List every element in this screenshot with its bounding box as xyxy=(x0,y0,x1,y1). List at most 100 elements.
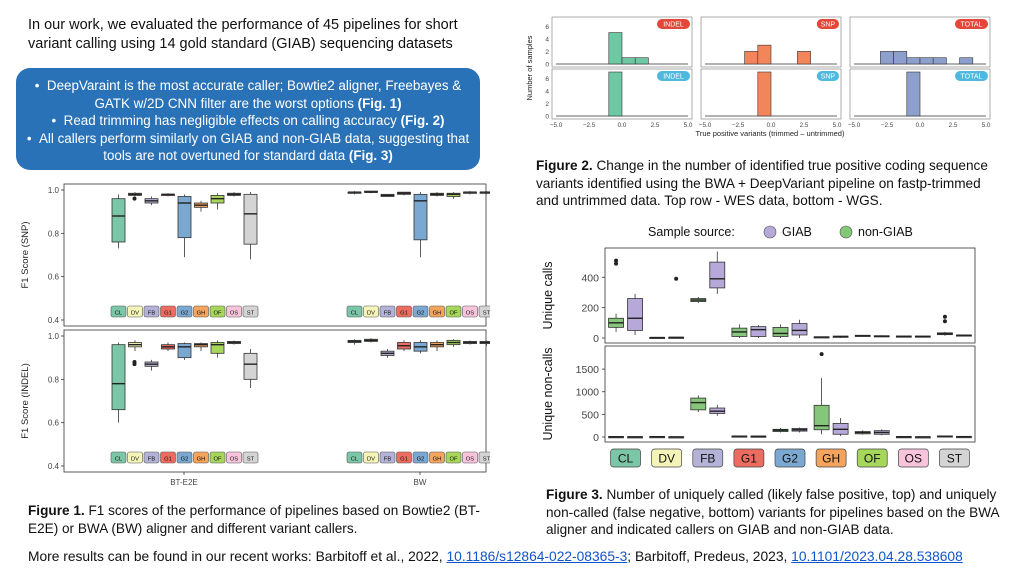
caller-tag xyxy=(396,451,412,464)
footer-text: More results can be found in our recent … xyxy=(28,549,447,564)
y-tick-label: 0 xyxy=(545,62,549,69)
panel-frame xyxy=(63,329,487,473)
legend-swatch-nongiab xyxy=(839,225,853,239)
y-tick-label: 0.6 xyxy=(48,419,60,428)
y-tick-label: 1500 xyxy=(576,364,600,376)
caller-tag xyxy=(610,448,641,468)
caption-text: Number of uniquely called (likely false … xyxy=(546,487,999,537)
y-tick-label: 400 xyxy=(581,272,599,284)
caller-tag xyxy=(143,451,160,464)
caller-tag-label: OF xyxy=(213,457,222,463)
outlier-point xyxy=(132,362,137,367)
caller-tag xyxy=(429,451,445,464)
caller-tag xyxy=(478,305,490,318)
outlier-point xyxy=(942,314,947,319)
x-axis-label: True positive variants (trimmed – untrim… xyxy=(696,129,845,138)
histogram-bar xyxy=(757,71,772,117)
x-tick-label: 5.0 xyxy=(684,122,693,129)
x-tick-label: 0.0 xyxy=(618,122,627,129)
x-tick-label: 2.5 xyxy=(949,122,958,129)
outlier-point xyxy=(132,196,137,201)
y-tick-label: 2 xyxy=(545,101,549,108)
caller-tag-label: FB xyxy=(384,311,392,317)
y-tick-label: 6 xyxy=(545,24,549,31)
panel-badge-label: SNP xyxy=(821,22,836,29)
giab-box-G1-box xyxy=(750,326,767,337)
histogram-bar xyxy=(906,71,921,117)
non-giab-box-GH-box xyxy=(813,404,830,431)
caller-tag xyxy=(445,451,462,464)
key-findings-box: • DeepVaraint is the most accurate calle… xyxy=(16,68,480,170)
y-axis-label: Unique non-calls xyxy=(541,347,555,440)
figure-reference: (Fig. 3) xyxy=(348,148,393,163)
panel-badge-label: SNP xyxy=(821,74,836,81)
caller-tag xyxy=(445,305,462,318)
caller-tag-label: OS xyxy=(905,452,922,466)
caller-tag-label: CL xyxy=(115,311,123,317)
histogram-bar xyxy=(608,71,623,117)
caller-tag-label: FB xyxy=(148,311,156,317)
panel-frame xyxy=(604,345,976,443)
panel-badge-label: INDEL xyxy=(663,22,684,29)
y-tick-label: 0 xyxy=(593,333,599,345)
x-tick-label: −5.0 xyxy=(699,122,712,129)
y-tick-label: 0.6 xyxy=(48,273,60,282)
caller-tag-label: CL xyxy=(618,452,634,466)
doi-link-2022[interactable]: 10.1186/s12864-022-08365-3 xyxy=(446,549,628,564)
intro-text: In our work, we evaluated the performanc… xyxy=(28,17,458,52)
figure-1-caption: Figure 1. F1 scores of the performance o… xyxy=(28,502,488,537)
histogram-bar xyxy=(608,32,623,65)
panel-badge xyxy=(955,71,988,81)
finding-text: DeepVaraint is the most accurate caller;… xyxy=(46,78,462,111)
caller-tag-label: ST xyxy=(247,311,255,317)
y-tick-label: 1.0 xyxy=(48,332,60,341)
bullet-marker: • xyxy=(26,130,32,146)
panel-badge xyxy=(955,19,988,29)
caller-tag xyxy=(462,305,478,318)
caller-tag-label: DV xyxy=(131,457,139,463)
caller-tag-label: CL xyxy=(351,457,359,463)
caller-tag xyxy=(856,448,888,468)
doi-link-2023[interactable]: 10.1101/2023.04.28.538608 xyxy=(791,549,963,564)
histogram-bar xyxy=(959,57,974,65)
caller-tag-label: GH xyxy=(197,311,206,317)
caller-tag xyxy=(939,448,970,468)
x-tick-label: 2.5 xyxy=(651,122,660,129)
caller-tag xyxy=(209,451,226,464)
caller-tag-label: OF xyxy=(449,311,458,317)
bullet-marker: • xyxy=(34,78,40,93)
caller-tag xyxy=(774,448,806,468)
legend-item-giab: GIAB xyxy=(782,225,812,239)
histogram-bar xyxy=(744,51,759,65)
caller-tag-label: DV xyxy=(367,457,375,463)
f1-box-BT-E2E-ST-box xyxy=(243,193,258,245)
caller-tag xyxy=(209,305,226,318)
legend-item-nongiab: non-GIAB xyxy=(858,225,913,239)
x-tick-label: 0.0 xyxy=(767,122,776,129)
outlier-point xyxy=(819,352,824,357)
caller-tag-label: FB xyxy=(700,452,715,466)
panel-badge xyxy=(657,71,690,81)
y-tick-label: 1000 xyxy=(576,387,600,399)
f1-box-BT-E2E-CL-box xyxy=(111,344,126,411)
panel-badge-label: TOTAL xyxy=(961,22,983,29)
caller-tag xyxy=(143,305,160,318)
caller-tag-label: G1 xyxy=(164,311,172,317)
panel-badge xyxy=(816,71,839,81)
caller-tag xyxy=(815,448,847,468)
caller-tag-label: CL xyxy=(115,457,123,463)
giab-box-CL-box xyxy=(627,298,643,331)
caller-tag-label: GH xyxy=(433,311,442,317)
y-tick-label: 200 xyxy=(581,303,599,315)
y-tick-label: 4 xyxy=(545,88,549,95)
x-tick-label: −2.5 xyxy=(732,122,745,129)
finding-3: • All callers perform similarly on GIAB … xyxy=(16,130,480,165)
caller-tag-label: ST xyxy=(247,457,255,463)
finding-text: Read trimming has negligible effects on … xyxy=(63,113,397,128)
finding-text: All callers perform similarly on GIAB an… xyxy=(38,130,470,164)
figure-reference: (Fig. 1) xyxy=(357,95,402,111)
y-tick-label: 1.0 xyxy=(48,186,60,195)
y-tick-label: 0.8 xyxy=(48,375,60,384)
caption-text: F1 scores of the performance of pipeline… xyxy=(28,503,480,536)
figure-reference: (Fig. 2) xyxy=(400,113,445,128)
